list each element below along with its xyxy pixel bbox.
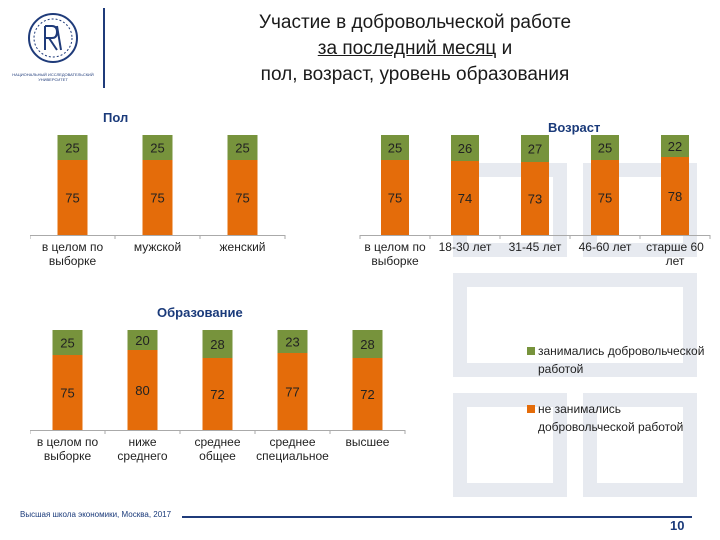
bar-volunteered — [127, 330, 158, 350]
bar-not-volunteered — [57, 160, 88, 235]
hse-emblem-icon — [28, 13, 78, 63]
bar-not-volunteered — [202, 358, 233, 430]
title-line-1: Участие в добровольческой работе — [258, 12, 572, 33]
bar-volunteered — [57, 135, 88, 160]
education-section-title: Образование — [157, 305, 243, 320]
age-chart: 75 25 в целом по выборке 74 26 18-30 лет 73 27 31… — [359, 135, 711, 268]
header-divider — [103, 8, 105, 88]
category-label: в целом по выборке — [364, 240, 426, 268]
data-label-volunteered: 25 — [60, 336, 74, 351]
bar-volunteered — [202, 330, 233, 358]
category-label: высшее — [346, 435, 390, 449]
category-label: женский — [220, 240, 266, 254]
bar-not-volunteered — [142, 160, 173, 235]
category-label: 31-45 лет — [509, 240, 562, 254]
data-label-not-volunteered: 74 — [458, 191, 472, 206]
data-label-not-volunteered: 72 — [210, 387, 224, 402]
page-title: Участие в добровольческой работе за посл… — [150, 10, 680, 88]
data-label-not-volunteered: 75 — [150, 191, 164, 206]
legend-swatch-not-volunteered — [527, 405, 535, 413]
bar-not-volunteered — [352, 358, 383, 430]
gender-chart: 75 25 в целом по выборке 75 25 мужской 75 25 женс… — [30, 135, 286, 268]
data-label-volunteered: 23 — [285, 335, 299, 350]
data-label-volunteered: 27 — [528, 142, 542, 157]
data-label-not-volunteered: 75 — [388, 191, 402, 206]
slide-header: НАЦИОНАЛЬНЫЙ ИССЛЕДОВАТЕЛЬСКИЙ УНИВЕРСИТ… — [0, 0, 720, 100]
bar-volunteered — [591, 135, 619, 160]
data-label-not-volunteered: 72 — [360, 387, 374, 402]
age-section-title: Возраст — [548, 120, 601, 135]
bar-not-volunteered — [127, 350, 158, 430]
bar-volunteered — [521, 135, 549, 162]
bar-not-volunteered — [52, 355, 83, 430]
data-label-not-volunteered: 80 — [135, 383, 149, 398]
data-label-volunteered: 25 — [235, 141, 249, 156]
bar-not-volunteered — [277, 353, 308, 430]
data-label-volunteered: 25 — [65, 141, 79, 156]
category-label: мужской — [134, 240, 181, 254]
title-underlined: за последний месяц — [317, 38, 497, 59]
logo-caption: НАЦИОНАЛЬНЫЙ ИССЛЕДОВАТЕЛЬСКИЙ УНИВЕРСИТ… — [8, 72, 98, 82]
bar-not-volunteered — [661, 157, 689, 235]
education-chart: 75 25 в целом по выборке 80 20 ниже среднего 72 2… — [30, 330, 406, 463]
footer-text: Высшая школа экономики, Москва, 2017 — [20, 510, 172, 519]
legend-swatch-volunteered — [527, 347, 535, 355]
bar-volunteered — [352, 330, 383, 358]
category-label: старше 60 лет — [646, 240, 704, 268]
category-label: 18-30 лет — [439, 240, 492, 254]
bar-not-volunteered — [451, 161, 479, 235]
data-label-not-volunteered: 73 — [528, 192, 542, 207]
page-number: 10 — [670, 518, 685, 533]
data-label-not-volunteered: 75 — [65, 191, 79, 206]
legend-label-volunteered: занимались добровольческой работой — [538, 344, 705, 376]
legend-label-not-volunteered: не занимались добровольческой работой — [538, 402, 684, 434]
bar-volunteered — [381, 135, 409, 160]
data-label-volunteered: 28 — [210, 337, 224, 352]
title-line-2: за последний месяц и — [150, 36, 680, 62]
gender-section-title: Пол — [103, 110, 129, 125]
bar-volunteered — [142, 135, 173, 160]
data-label-volunteered: 25 — [150, 141, 164, 156]
bar-not-volunteered — [521, 162, 549, 235]
data-label-not-volunteered: 78 — [668, 189, 682, 204]
hse-logo: НАЦИОНАЛЬНЫЙ ИССЛЕДОВАТЕЛЬСКИЙ УНИВЕРСИТ… — [8, 8, 98, 88]
data-label-not-volunteered: 75 — [235, 191, 249, 206]
logo-caption-line1: НАЦИОНАЛЬНЫЙ ИССЛЕДОВАТЕЛЬСКИЙ — [12, 72, 94, 77]
data-label-volunteered: 26 — [458, 141, 472, 156]
bar-volunteered — [277, 330, 308, 353]
data-label-not-volunteered: 75 — [60, 386, 74, 401]
data-label-volunteered: 20 — [135, 333, 149, 348]
bar-not-volunteered — [381, 160, 409, 235]
bar-not-volunteered — [227, 160, 258, 235]
category-label: в целом по выборке — [42, 240, 104, 268]
logo-caption-line2: УНИВЕРСИТЕТ — [38, 77, 68, 82]
category-label: среднее общее — [194, 435, 240, 463]
bar-not-volunteered — [591, 160, 619, 235]
title-line-3: пол, возраст, уровень образования — [260, 64, 570, 85]
data-label-not-volunteered: 75 — [598, 191, 612, 206]
slide-footer: Высшая школа экономики, Москва, 2017 10 — [0, 508, 720, 540]
bar-volunteered — [661, 135, 689, 157]
data-label-volunteered: 25 — [598, 141, 612, 156]
bar-volunteered — [52, 330, 83, 355]
footer-divider — [182, 516, 692, 518]
bar-volunteered — [227, 135, 258, 160]
category-label: 46-60 лет — [579, 240, 632, 254]
category-label: в целом по выборке — [37, 435, 99, 463]
bar-volunteered — [451, 135, 479, 161]
category-label: ниже среднего — [117, 435, 168, 463]
data-label-volunteered: 22 — [668, 139, 682, 154]
title-and: и — [496, 38, 513, 59]
data-label-not-volunteered: 77 — [285, 385, 299, 400]
data-label-volunteered: 25 — [388, 141, 402, 156]
category-label: среднее специальное — [256, 435, 329, 463]
data-label-volunteered: 28 — [360, 337, 374, 352]
